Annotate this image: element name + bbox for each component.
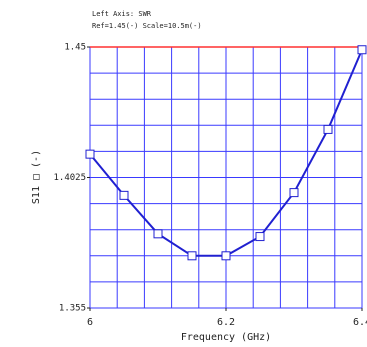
y-tick-label: 1.4025 — [53, 173, 86, 183]
point-marker — [187, 251, 197, 261]
point-marker — [357, 45, 367, 55]
point-marker — [119, 190, 129, 200]
x-tick-label: 6.2 — [217, 317, 235, 328]
y-axis-label: S11 □ (-) — [31, 150, 42, 204]
x-tick-label: 6.4 — [353, 317, 367, 328]
y-tick-label: 1.45 — [64, 43, 86, 53]
point-marker — [153, 229, 163, 239]
point-marker — [323, 124, 333, 134]
x-axis-label: Frequency (GHz) — [181, 332, 271, 343]
y-tick-label: 1.355 — [59, 304, 86, 314]
header-line: Ref=1.45(-) Scale=10.5m(-) — [92, 22, 202, 30]
point-marker — [289, 188, 299, 198]
header-line: Left Axis: SWR — [92, 10, 152, 18]
point-marker — [255, 232, 265, 242]
point-marker — [221, 251, 231, 261]
point-marker — [85, 149, 95, 159]
x-tick-label: 6 — [87, 317, 93, 328]
